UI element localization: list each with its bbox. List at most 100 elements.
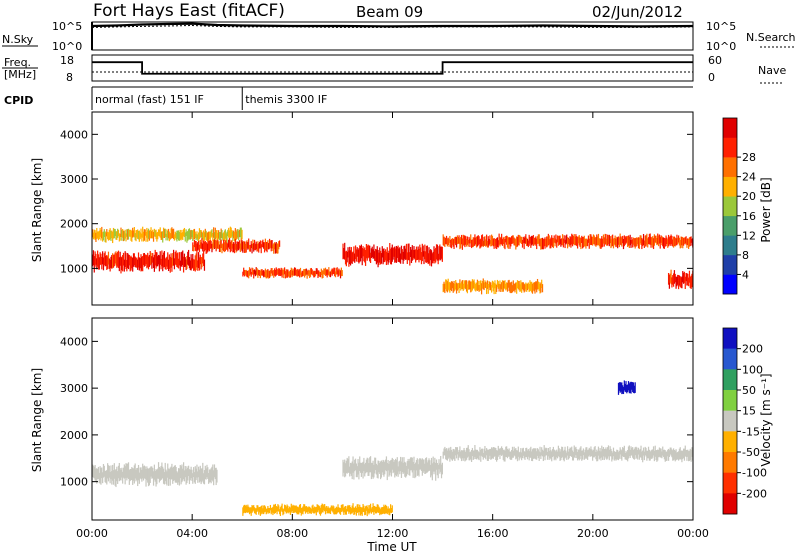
echo-cell (248, 507, 251, 515)
echo-cell (182, 256, 185, 273)
echo-cell (616, 449, 618, 460)
echo-cell (311, 269, 313, 275)
echo-cell (602, 447, 605, 457)
echo-cell (293, 505, 295, 513)
echo-cell (452, 239, 454, 247)
echo-cell (590, 234, 592, 245)
echo-cell (438, 459, 440, 470)
plot-title: Fort Hays East (fitACF) (93, 1, 285, 21)
echo-cell (685, 449, 687, 457)
echo-cell (433, 246, 435, 261)
velocity-colorbar-label: Velocity [m s⁻¹] (759, 373, 773, 466)
echo-cell (656, 450, 658, 462)
echo-cell (459, 238, 461, 250)
echo-cell (174, 231, 176, 239)
echo-cell (176, 471, 178, 483)
echo-cell (679, 276, 681, 287)
echo-cell (511, 281, 513, 294)
echo-cell (386, 247, 388, 262)
echo-cell (496, 279, 499, 288)
echo-cell (345, 460, 347, 474)
echo-cell (263, 242, 266, 253)
echo-cell (295, 269, 297, 276)
echo-cell (518, 280, 520, 291)
echo-cell (611, 235, 613, 247)
echo-cell (596, 234, 598, 246)
echo-cell (182, 229, 185, 237)
echo-cell (181, 229, 183, 239)
echo-cell (655, 235, 657, 244)
echo-cell (604, 448, 606, 457)
echo-cell (575, 234, 577, 246)
echo-cell (287, 505, 289, 512)
echo-cell (622, 448, 625, 457)
echo-cell (436, 244, 438, 261)
echo-cell (267, 505, 269, 513)
echo-cell (173, 465, 176, 481)
echo-cell (337, 504, 339, 513)
echo-cell (146, 466, 148, 481)
echo-cell (525, 447, 527, 457)
echo-cell (213, 232, 216, 240)
echo-cell (94, 465, 96, 481)
echo-cell (248, 267, 251, 276)
echo-cell (92, 464, 94, 477)
echo-cell (146, 255, 148, 269)
echo-cell (204, 240, 206, 251)
echo-cell (509, 282, 511, 293)
echo-cell (99, 227, 101, 237)
echo-cell (383, 460, 385, 477)
echo-cell (688, 270, 691, 283)
echo-cell (459, 279, 461, 289)
echo-cell (157, 231, 159, 240)
colorbar-swatch (723, 369, 737, 391)
echo-cell (198, 232, 200, 242)
echo-cell (182, 232, 184, 240)
echo-cell (579, 237, 581, 247)
echo-cell (121, 467, 123, 478)
echo-cell (445, 279, 447, 290)
echo-cell (207, 232, 209, 243)
echo-cell (211, 244, 213, 253)
echo-cell (527, 240, 529, 248)
echo-cell (270, 240, 272, 252)
colorbar-tick-label: 28 (742, 151, 756, 164)
echo-cell (152, 231, 155, 242)
echo-cell (370, 248, 373, 259)
echo-cell (636, 447, 638, 458)
echo-cell (437, 253, 439, 265)
echo-cell (672, 275, 674, 285)
echo-cell (107, 231, 109, 240)
echo-cell (224, 229, 226, 239)
echo-cell (117, 228, 119, 238)
echo-cell (124, 466, 126, 485)
echo-cell (251, 243, 253, 254)
echo-cell (544, 448, 546, 461)
echo-cell (308, 506, 310, 512)
echo-cell (626, 384, 628, 394)
echo-cell (523, 237, 525, 250)
echo-cell (349, 466, 351, 477)
echo-cell (191, 469, 193, 481)
echo-cell (213, 470, 215, 486)
echo-cell (222, 243, 224, 251)
echo-cell (102, 472, 104, 484)
echo-cell (641, 237, 643, 250)
colorbar-swatch (723, 196, 737, 217)
echo-cell (687, 273, 689, 286)
echo-cell (667, 239, 669, 248)
echo-cell (504, 238, 506, 250)
echo-cell (379, 509, 382, 515)
echo-cell (485, 281, 487, 289)
echo-cell (581, 450, 583, 461)
echo-cell (397, 245, 399, 262)
echo-cell (214, 227, 216, 240)
echo-cell (262, 239, 264, 248)
nsky-traces (91, 22, 694, 50)
echo-cell (633, 238, 635, 247)
echo-cell (196, 464, 198, 478)
echo-cell (667, 449, 669, 457)
echo-cell (335, 506, 337, 515)
echo-cell (248, 238, 250, 249)
